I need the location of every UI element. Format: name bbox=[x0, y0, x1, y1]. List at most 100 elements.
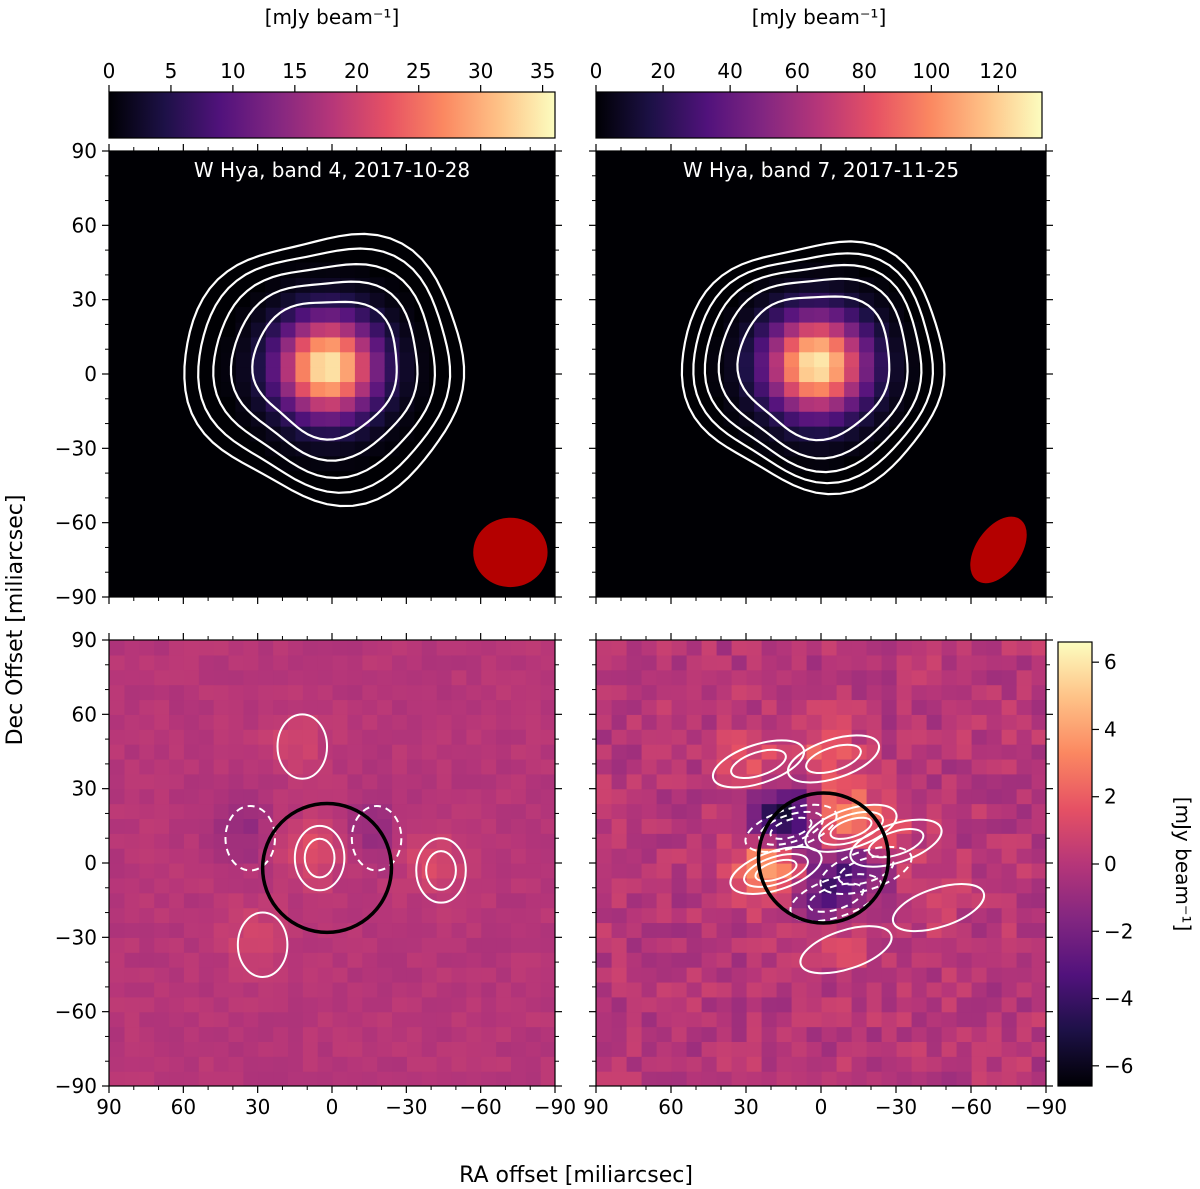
residual-pixel bbox=[257, 803, 274, 819]
residual-pixel bbox=[881, 967, 897, 983]
image-pixel bbox=[753, 336, 770, 353]
residual-pixel bbox=[406, 714, 422, 730]
residual-contour bbox=[224, 805, 277, 872]
residual-pixel bbox=[701, 1011, 717, 1028]
image-pixel bbox=[768, 321, 785, 338]
residual-pixel bbox=[686, 996, 702, 1013]
residual-pixel bbox=[525, 758, 541, 775]
residual-pixel bbox=[525, 937, 541, 953]
residual-pixel bbox=[213, 981, 229, 998]
residual-pixel bbox=[450, 1041, 467, 1057]
residual-pixel bbox=[510, 803, 526, 819]
residual-pixel bbox=[168, 877, 184, 894]
residual-pixel bbox=[257, 981, 274, 998]
residual-pixel bbox=[1016, 922, 1032, 938]
residual-pixel bbox=[761, 907, 777, 924]
residual-pixel bbox=[971, 669, 987, 686]
residual-pixel bbox=[153, 863, 170, 879]
residual-pixel bbox=[656, 773, 672, 790]
residual-pixel bbox=[406, 892, 422, 909]
residual-pixel bbox=[109, 1011, 125, 1028]
residual-pixel bbox=[242, 967, 259, 983]
residual-pixel bbox=[153, 744, 170, 760]
residual-pixel bbox=[686, 952, 702, 968]
residual-contour bbox=[293, 824, 346, 892]
residual-pixel bbox=[406, 758, 422, 775]
residual-pixel bbox=[272, 654, 288, 671]
residual-pixel bbox=[656, 654, 672, 671]
residual-pixel bbox=[183, 699, 199, 715]
residual-pixel bbox=[941, 684, 957, 701]
image-pixel bbox=[324, 396, 341, 412]
residual-pixel bbox=[168, 640, 184, 656]
image-pixel bbox=[279, 455, 296, 472]
residual-pixel bbox=[896, 877, 912, 894]
image-pixel bbox=[398, 411, 415, 427]
residual-pixel bbox=[198, 654, 214, 671]
image-pixel bbox=[398, 292, 415, 308]
residual-pixel bbox=[421, 967, 437, 983]
residual-pixel bbox=[716, 952, 732, 968]
residual-pixel bbox=[525, 981, 541, 998]
residual-contour bbox=[744, 803, 838, 853]
residual-pixel bbox=[731, 640, 747, 656]
residual-pixel bbox=[123, 818, 140, 834]
residual-pixel bbox=[242, 848, 259, 864]
residual-pixel bbox=[896, 773, 912, 790]
residual-pixel bbox=[376, 758, 393, 775]
residual-pixel bbox=[686, 981, 702, 998]
residual-pixel bbox=[406, 1056, 422, 1072]
image-pixel bbox=[324, 351, 341, 368]
residual-pixel bbox=[731, 699, 747, 715]
residual-pixel bbox=[287, 892, 303, 909]
residual-pixel bbox=[540, 967, 555, 983]
colorbar-tick-label: 10 bbox=[220, 59, 245, 83]
residual-pixel bbox=[302, 699, 318, 715]
image-pixel bbox=[309, 381, 326, 397]
residual-pixel bbox=[495, 863, 511, 879]
residual-pixel bbox=[731, 1071, 747, 1086]
residual-pixel bbox=[701, 1041, 717, 1057]
residual-pixel bbox=[896, 714, 912, 730]
residual-pixel bbox=[317, 654, 333, 671]
residual-pixel bbox=[746, 937, 762, 953]
residual-pixel bbox=[1016, 1056, 1032, 1072]
residual-pixel bbox=[525, 1041, 541, 1057]
residual-pixel bbox=[911, 714, 927, 730]
residual-pixel bbox=[986, 773, 1002, 790]
residual-pixel bbox=[911, 773, 927, 790]
residual-pixel bbox=[227, 773, 244, 790]
residual-pixel bbox=[686, 744, 702, 760]
residual-pixel bbox=[168, 907, 184, 924]
residual-pixel bbox=[257, 1011, 274, 1028]
residual-pixel bbox=[406, 922, 422, 938]
residual-pixel bbox=[450, 699, 467, 715]
image-pixel bbox=[369, 381, 385, 397]
flux-contours bbox=[680, 240, 946, 496]
residual-pixel bbox=[626, 1056, 642, 1072]
residual-pixel bbox=[361, 744, 378, 760]
residual-pixel bbox=[525, 744, 541, 760]
residual-pixel bbox=[716, 699, 732, 715]
residual-pixel bbox=[596, 937, 612, 953]
residual-pixel bbox=[626, 744, 642, 760]
residual-pixel bbox=[525, 1071, 541, 1086]
residual-pixel bbox=[956, 1011, 972, 1028]
residual-pixel bbox=[183, 937, 199, 953]
residual-pixel bbox=[168, 818, 184, 834]
residual-pixel bbox=[851, 773, 867, 790]
residual-pixel bbox=[287, 952, 303, 968]
image-pixel bbox=[265, 381, 281, 397]
residual-pixel bbox=[465, 892, 482, 909]
residual-pixel bbox=[213, 996, 229, 1013]
residual-pixel bbox=[971, 714, 987, 730]
residual-pixel bbox=[731, 729, 747, 745]
residual-pixel bbox=[986, 937, 1002, 953]
residual-pixel bbox=[510, 1011, 526, 1028]
residual-pixel bbox=[123, 877, 140, 894]
residual-pixel bbox=[821, 937, 837, 953]
residual-pixel bbox=[731, 967, 747, 983]
residual-pixel bbox=[746, 1056, 762, 1072]
